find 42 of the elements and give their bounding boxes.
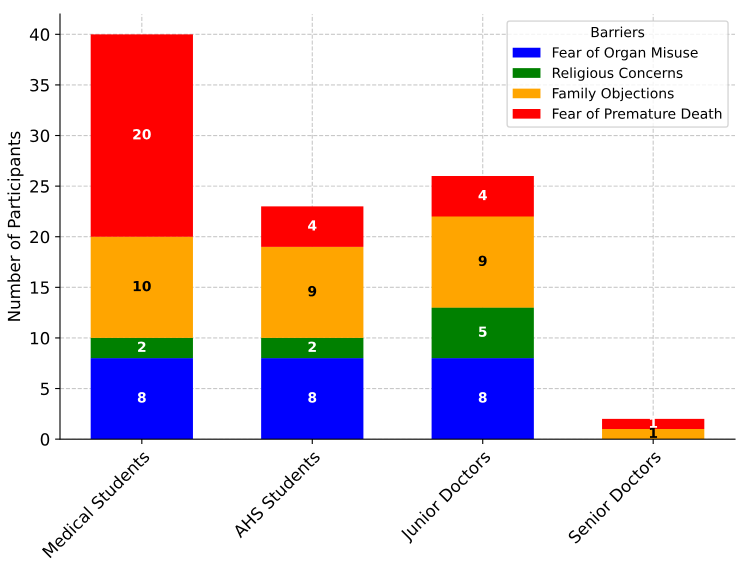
data-label: 2 [138, 342, 146, 352]
legend-title: Barriers [592, 26, 644, 38]
bar [432, 216, 534, 308]
y-tick-label: 30 [30, 129, 50, 142]
bar [261, 246, 364, 338]
data-label: 8 [478, 392, 487, 403]
y-tick-label: 35 [30, 78, 49, 92]
bar [602, 429, 704, 440]
data-label: 10 [134, 280, 151, 292]
y-tick-label: 5 [40, 382, 49, 396]
data-label: 9 [308, 286, 316, 296]
bar [432, 358, 534, 440]
bar [261, 206, 364, 247]
bar [261, 338, 364, 358]
bar [602, 418, 704, 430]
y-axis-title: Number of Participants [7, 132, 24, 321]
y-tick-label: 25 [30, 180, 49, 193]
data-label: 2 [308, 342, 316, 352]
data-label: 5 [478, 326, 487, 337]
bar [432, 176, 534, 216]
y-tick-label: 10 [30, 332, 50, 345]
data-label: 1 [650, 428, 658, 438]
data-label: 20 [133, 129, 151, 140]
legend-label: Religious Concerns [552, 67, 682, 81]
data-label: 4 [308, 220, 316, 230]
data-label: 8 [308, 392, 316, 403]
bar [90, 236, 193, 338]
bar [261, 358, 364, 440]
data-label: 8 [138, 392, 146, 403]
y-tick-label: 0 [40, 433, 50, 446]
bar [90, 338, 193, 358]
y-tick-label: 40 [30, 28, 50, 41]
y-tick-label: 15 [30, 282, 49, 294]
legend-label: Family Objections [552, 88, 674, 102]
legend-label: Fear of Organ Misuse [552, 46, 698, 60]
bar [90, 358, 193, 440]
data-label: 9 [478, 256, 487, 266]
y-tick-label: 20 [30, 230, 50, 244]
bar [432, 308, 534, 358]
legend-label: Fear of Premature Death [552, 108, 722, 119]
data-label: 4 [478, 190, 487, 200]
bar [90, 34, 193, 237]
